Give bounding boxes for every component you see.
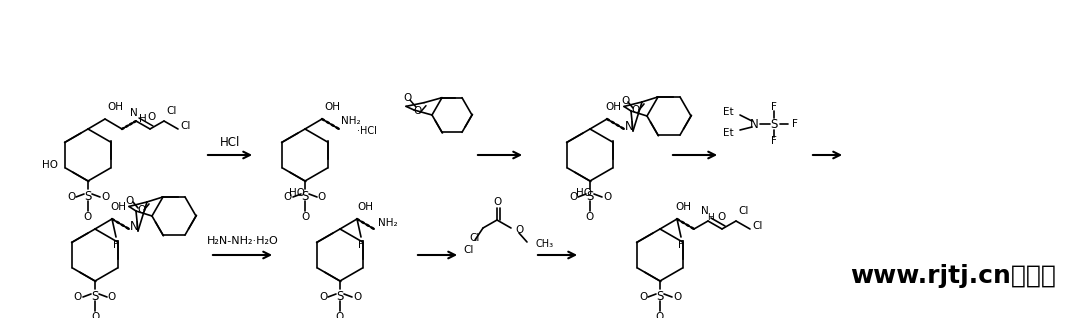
Text: HCl: HCl	[220, 136, 240, 149]
Text: O: O	[73, 292, 82, 302]
Text: Cl: Cl	[470, 233, 481, 243]
Text: F: F	[771, 102, 777, 112]
Text: O: O	[336, 312, 345, 318]
Text: O: O	[67, 192, 76, 202]
Text: O: O	[492, 197, 501, 207]
Text: CH₃: CH₃	[535, 239, 553, 249]
Text: O: O	[718, 212, 726, 222]
Text: OH: OH	[324, 102, 340, 112]
Text: F: F	[792, 119, 798, 129]
Text: O: O	[515, 225, 523, 235]
Text: Cl: Cl	[180, 121, 190, 131]
Text: OH: OH	[107, 102, 123, 112]
Text: OH: OH	[110, 202, 126, 212]
Text: S: S	[657, 291, 664, 303]
Text: HO: HO	[289, 188, 305, 198]
Text: O: O	[148, 112, 157, 122]
Text: N: N	[130, 108, 138, 118]
Text: O: O	[108, 292, 117, 302]
Text: O: O	[353, 292, 361, 302]
Text: H: H	[706, 212, 714, 222]
Text: OH: OH	[357, 202, 373, 212]
Text: N: N	[130, 220, 138, 233]
Text: O: O	[91, 312, 99, 318]
Text: O: O	[319, 292, 327, 302]
Text: www.rjtj.cn软推网: www.rjtj.cn软推网	[850, 264, 1056, 288]
Text: H: H	[139, 114, 147, 124]
Text: O: O	[301, 212, 309, 222]
Text: NH₂: NH₂	[378, 218, 397, 228]
Text: O: O	[100, 192, 109, 202]
Text: Et: Et	[724, 107, 734, 117]
Text: HO: HO	[576, 188, 592, 198]
Text: O: O	[404, 93, 413, 103]
Text: S: S	[336, 291, 343, 303]
Text: O: O	[137, 205, 145, 215]
Text: O: O	[632, 105, 640, 115]
Text: O: O	[673, 292, 681, 302]
Text: Et: Et	[724, 128, 734, 138]
Text: O: O	[284, 192, 292, 202]
Text: Cl: Cl	[752, 221, 762, 231]
Text: O: O	[569, 192, 577, 202]
Text: S: S	[770, 117, 778, 130]
Text: OH: OH	[675, 202, 691, 212]
Text: O: O	[585, 212, 594, 222]
Text: O: O	[84, 212, 92, 222]
Text: Cl: Cl	[738, 206, 748, 216]
Text: F: F	[678, 240, 684, 250]
Text: F: F	[359, 240, 364, 250]
Text: O: O	[639, 292, 647, 302]
Text: S: S	[301, 190, 309, 204]
Text: H₂N-NH₂·H₂O: H₂N-NH₂·H₂O	[206, 236, 279, 246]
Text: F: F	[771, 136, 777, 146]
Text: OH: OH	[605, 102, 621, 112]
Text: N: N	[624, 121, 633, 134]
Text: NH₂: NH₂	[341, 116, 361, 126]
Text: Cl: Cl	[166, 106, 176, 116]
Text: S: S	[92, 291, 98, 303]
Text: O: O	[621, 96, 630, 106]
Text: O: O	[656, 312, 664, 318]
Text: HO: HO	[42, 160, 58, 170]
Text: Cl: Cl	[463, 245, 474, 255]
Text: F: F	[113, 240, 119, 250]
Text: O: O	[414, 106, 422, 116]
Text: O: O	[603, 192, 611, 202]
Text: S: S	[84, 190, 92, 204]
Text: N: N	[701, 206, 708, 216]
Text: O: O	[318, 192, 326, 202]
Text: ·HCl: ·HCl	[357, 126, 377, 136]
Text: S: S	[586, 190, 594, 204]
Text: O: O	[126, 196, 134, 206]
Text: N: N	[750, 117, 758, 130]
